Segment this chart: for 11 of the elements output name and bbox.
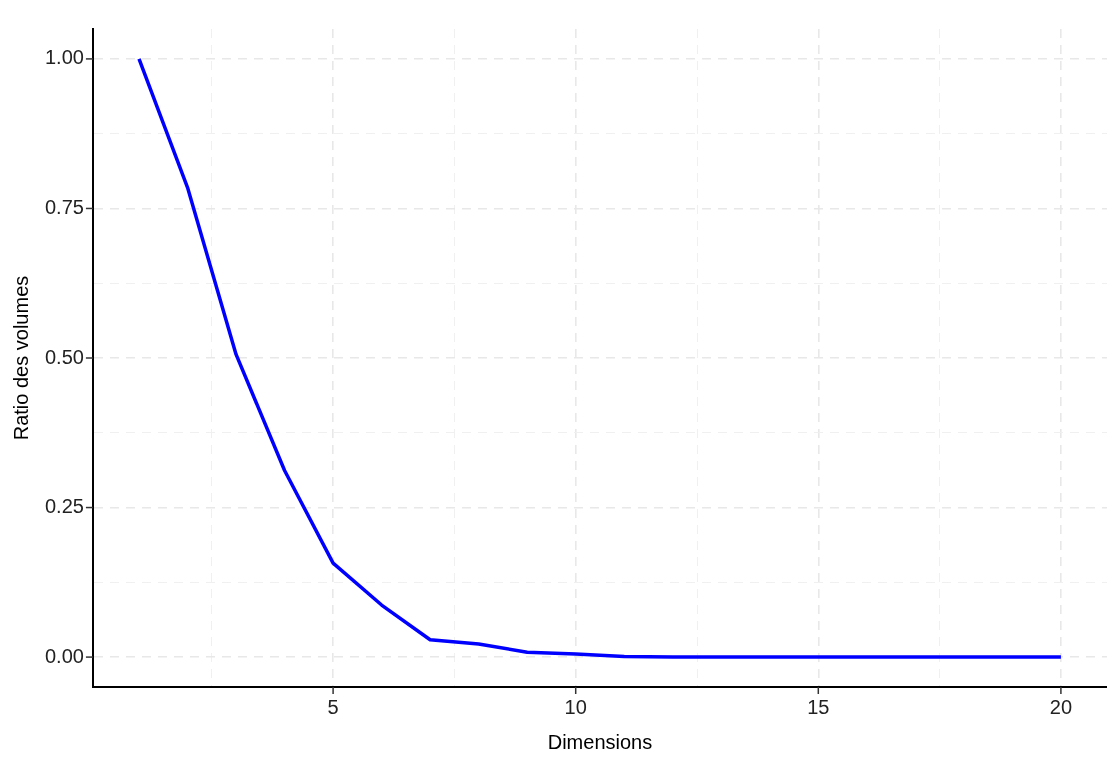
y-tick-label: 0.50 (44, 345, 84, 368)
x-tick-label: 20 (1049, 695, 1073, 718)
x-tick-label: 10 (564, 695, 587, 718)
y-tick-label: 0.75 (44, 195, 84, 218)
y-tick-label: 1.00 (44, 46, 84, 69)
y-tick-label: 0.00 (44, 644, 84, 667)
x-axis-title: Dimensions (547, 730, 653, 753)
x-tick-label: 5 (327, 695, 339, 718)
y-axis-title: Ratio des volumes (9, 275, 32, 441)
y-tick-label: 0.25 (44, 495, 84, 518)
x-tick-label: 15 (807, 695, 830, 718)
